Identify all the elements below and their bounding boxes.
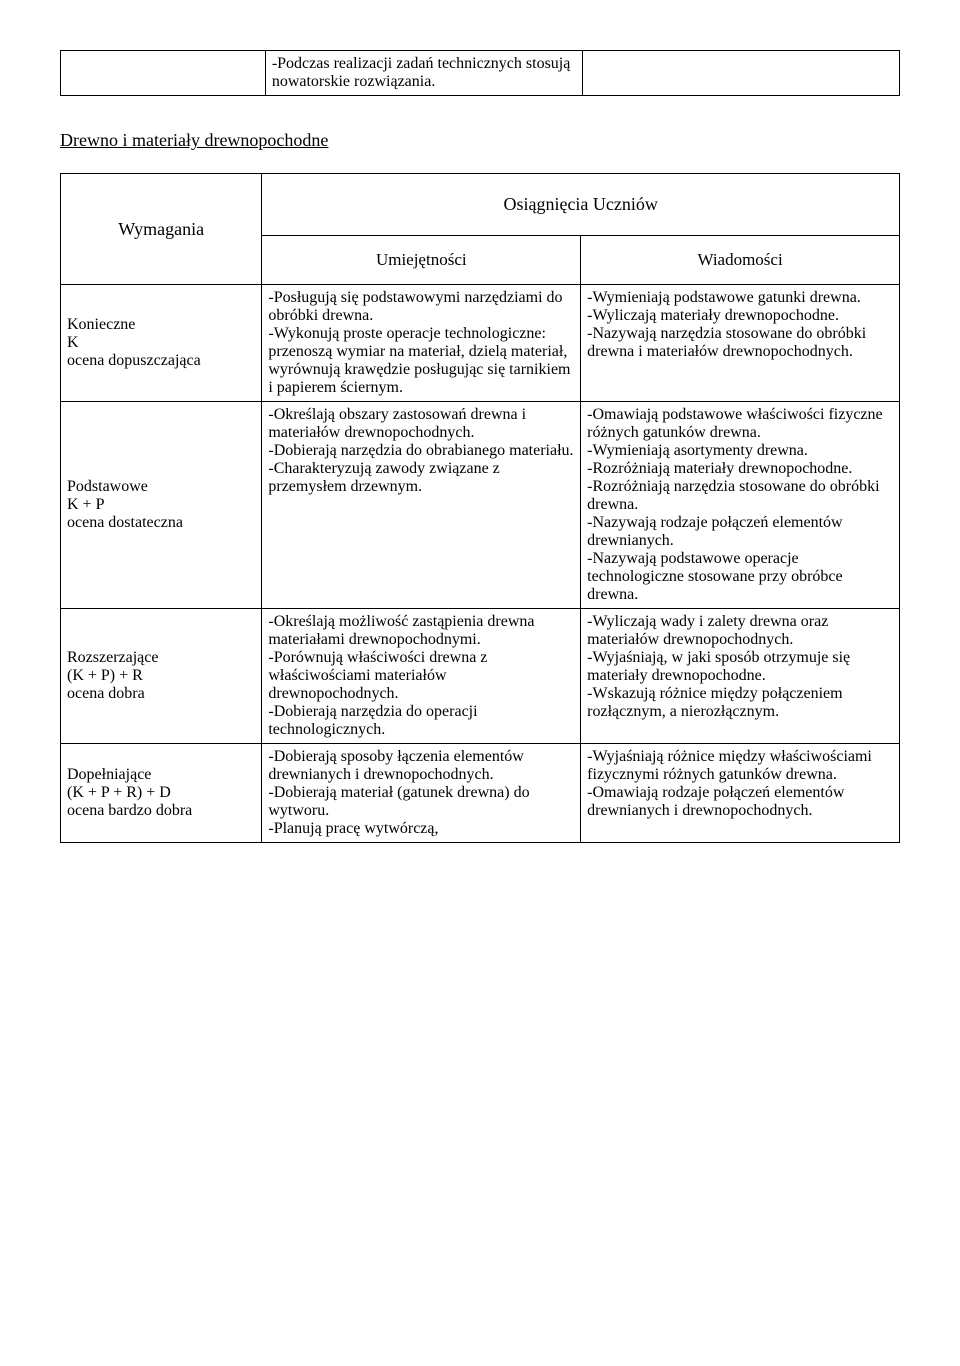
um-cell: -Posługują się podstawowymi narzędziami …	[262, 285, 581, 402]
top-col2: -Podczas realizacji zadań technicznych s…	[265, 51, 582, 96]
table-row: Konieczne K ocena dopuszczająca -Posługu…	[61, 285, 900, 402]
req-cell: Rozszerzające (K + P) + R ocena dobra	[61, 609, 262, 744]
header-umiejetnosci: Umiejętności	[262, 236, 581, 285]
um-cell: -Określają możliwość zastąpienia drewna …	[262, 609, 581, 744]
header-osiagniecia: Osiągnięcia Uczniów	[262, 174, 900, 236]
req-cell: Podstawowe K + P ocena dostateczna	[61, 402, 262, 609]
table-row: Dopełniające (K + P + R) + D ocena bardz…	[61, 744, 900, 843]
header-wiadomosci: Wiadomości	[581, 236, 900, 285]
um-cell: -Dobierają sposoby łączenia elementów dr…	[262, 744, 581, 843]
wi-cell: -Wyliczają wady i zalety drewna oraz mat…	[581, 609, 900, 744]
req-cell: Dopełniające (K + P + R) + D ocena bardz…	[61, 744, 262, 843]
top-col3	[582, 51, 899, 96]
table-row: Podstawowe K + P ocena dostateczna -Okre…	[61, 402, 900, 609]
continuation-table: -Podczas realizacji zadań technicznych s…	[60, 50, 900, 96]
requirements-table: Wymagania Osiągnięcia Uczniów Umiejętnoś…	[60, 173, 900, 843]
section-title: Drewno i materiały drewnopochodne	[60, 130, 900, 151]
um-cell: -Określają obszary zastosowań drewna i m…	[262, 402, 581, 609]
top-col1	[61, 51, 266, 96]
wi-cell: -Omawiają podstawowe właściwości fizyczn…	[581, 402, 900, 609]
header-wymagania: Wymagania	[61, 174, 262, 285]
table-row: Rozszerzające (K + P) + R ocena dobra -O…	[61, 609, 900, 744]
wi-cell: -Wyjaśniają różnice między właściwościam…	[581, 744, 900, 843]
wi-cell: -Wymieniają podstawowe gatunki drewna. -…	[581, 285, 900, 402]
req-cell: Konieczne K ocena dopuszczająca	[61, 285, 262, 402]
